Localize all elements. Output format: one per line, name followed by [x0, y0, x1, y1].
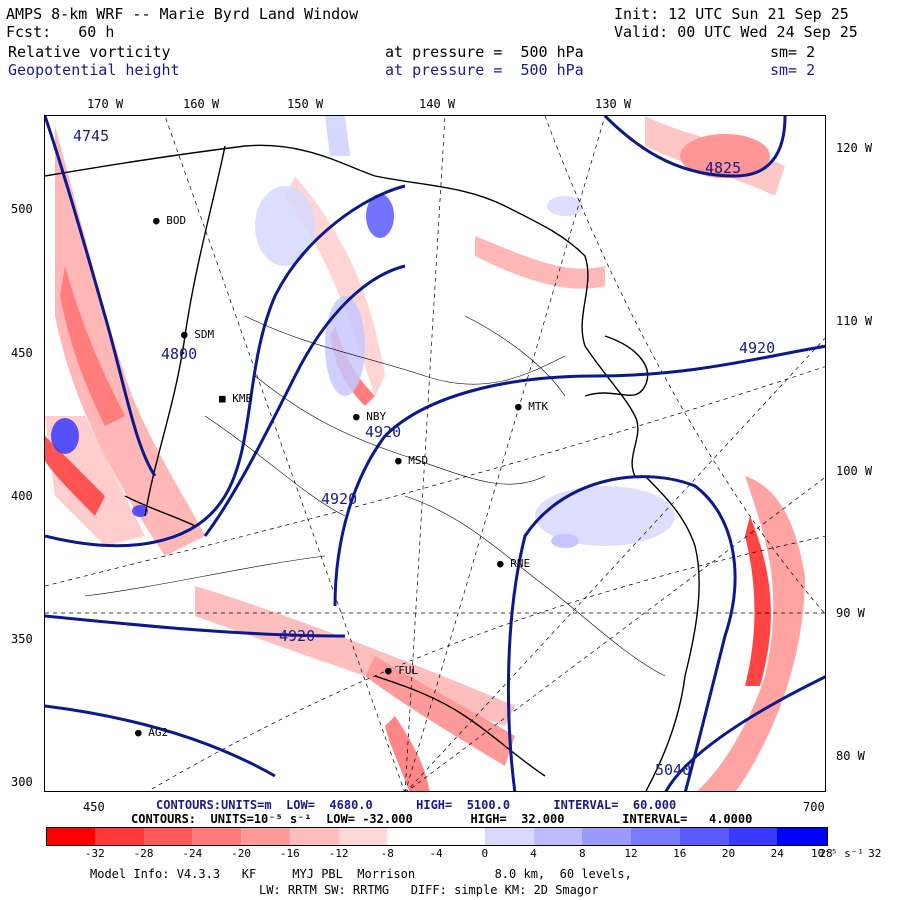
- lon-label-right: 80 W: [836, 749, 865, 763]
- vorticity-contours: [84, 315, 666, 677]
- colorbar-tick-label: -28: [133, 847, 154, 860]
- colorbar-tick-label: -20: [231, 847, 251, 860]
- height-label: 4920: [739, 339, 776, 357]
- station-marker: ■ KMB: [219, 392, 253, 405]
- lon-label-right: 120 W: [836, 141, 873, 155]
- colorbar-swatch: [728, 827, 778, 846]
- colorbar-tick-label: 20: [721, 847, 736, 860]
- colorbar-swatch: [436, 827, 486, 846]
- colorbar-tick-label: -32: [84, 847, 105, 860]
- colorbar-swatch: [94, 827, 144, 846]
- height-label: 4825: [705, 159, 742, 177]
- lon-label-top: 150 W: [287, 97, 324, 111]
- colorbar-swatch: [533, 827, 583, 846]
- station-marker: ● MSD: [395, 454, 429, 467]
- y-label-left: 400: [11, 489, 33, 503]
- colorbar-tick-label: 32: [868, 847, 882, 860]
- lon-label-right: 100 W: [836, 464, 873, 478]
- map-title: AMPS 8-km WRF -- Marie Byrd Land Window: [6, 5, 359, 23]
- height-label: 4800: [161, 345, 198, 363]
- positive-vorticity: [51, 116, 675, 548]
- model-info: Model Info: V4.3.3 KF MYJ PBL Morrison 8…: [90, 867, 632, 881]
- height-label: 4745: [73, 127, 110, 145]
- station-marker: ● RNE: [497, 557, 531, 570]
- colorbar-tick-label: 0: [481, 847, 489, 860]
- colorbar-swatch: [241, 827, 291, 846]
- colorbar-swatch: [777, 827, 828, 846]
- height-label: 4920: [365, 423, 402, 441]
- station-marker: ● AG2: [135, 726, 169, 739]
- map-drawing: [45, 116, 825, 791]
- colorbar-swatch: [46, 827, 97, 846]
- colorbar-tick-label: 28: [819, 847, 833, 860]
- colorbar-swatch: [484, 827, 534, 846]
- y-label-left: 350: [11, 632, 33, 646]
- colorbar-swatch: [582, 827, 632, 846]
- colorbar-tick-label: 16: [673, 847, 687, 860]
- field1-level: at pressure = 500 hPa: [385, 43, 584, 61]
- field2-name: Geopotential height: [8, 61, 180, 79]
- lon-label-right: 110 W: [836, 314, 873, 328]
- lon-label-top: 140 W: [419, 97, 456, 111]
- station-marker: ● SDM: [181, 328, 215, 341]
- colorbar-tick-label: -12: [328, 847, 349, 860]
- lon-label-top: 170 W: [87, 97, 124, 111]
- coastline: [45, 144, 700, 791]
- y-label-left: 450: [11, 346, 33, 360]
- colorbar-swatch: [338, 827, 388, 846]
- height-label: 4920: [321, 490, 358, 508]
- map-panel: ● BOD ● SDM ■ KMB ● NBY ● MTK ● MSD ● RN…: [44, 115, 826, 792]
- lon-label-top: 160 W: [183, 97, 220, 111]
- colorbar-tick-label: 12: [624, 847, 638, 860]
- colorbar-tick-label: -4: [429, 847, 443, 860]
- height-label: 5040: [655, 761, 692, 779]
- field2-level: at pressure = 500 hPa: [385, 61, 584, 79]
- colorbar-swatch: [387, 827, 437, 846]
- valid-time: Valid: 00 UTC Wed 24 Sep 25: [614, 23, 858, 41]
- colorbar-units: 10⁻⁵ s⁻¹: [811, 847, 864, 860]
- colorbar-swatch: [679, 827, 729, 846]
- colorbar-swatch: [143, 827, 193, 846]
- colorbar-tick-label: -16: [279, 847, 300, 860]
- x-label-bottom: 700: [803, 800, 825, 814]
- contour-info-line1: CONTOURS:UNITS=m LOW= 4680.0 HIGH= 5100.…: [156, 798, 677, 812]
- colorbar-tick-label: 4: [530, 847, 537, 860]
- colorbar-swatch: [192, 827, 242, 846]
- init-time: Init: 12 UTC Sun 21 Sep 25: [614, 5, 849, 23]
- y-label-left: 500: [11, 202, 33, 216]
- lon-label-right: 90 W: [836, 606, 865, 620]
- station-marker: ● MTK: [515, 400, 549, 413]
- colorbar-swatch: [289, 827, 339, 846]
- lon-label-top: 130 W: [595, 97, 632, 111]
- station-marker: ● BOD: [153, 214, 187, 227]
- station-marker: ● FUL: [385, 664, 419, 677]
- forecast-hour: Fcst: 60 h: [6, 23, 115, 41]
- colorbar-swatch: [631, 827, 681, 846]
- y-label-left: 300: [11, 775, 33, 789]
- height-contours: [45, 116, 825, 791]
- colorbar-tick-label: -8: [380, 847, 394, 860]
- field1-smoothing: sm= 2: [770, 43, 816, 61]
- colorbar-tick-label: -24: [182, 847, 203, 860]
- contour-info-line2: CONTOURS: UNITS=10⁻⁵ s⁻¹ LOW= -32.000 HI…: [131, 812, 753, 826]
- colorbar-tick-label: 24: [770, 847, 784, 860]
- height-label: 4920: [279, 627, 316, 645]
- field1-name: Relative vorticity: [8, 43, 171, 61]
- field2-smoothing: sm= 2: [770, 61, 816, 79]
- x-label-bottom: 450: [83, 800, 105, 814]
- colorbar-tick-label: 8: [578, 847, 586, 860]
- station-marker: ● NBY: [353, 410, 387, 423]
- model-physics: LW: RRTM SW: RRTMG DIFF: simple KM: 2D S…: [259, 883, 599, 897]
